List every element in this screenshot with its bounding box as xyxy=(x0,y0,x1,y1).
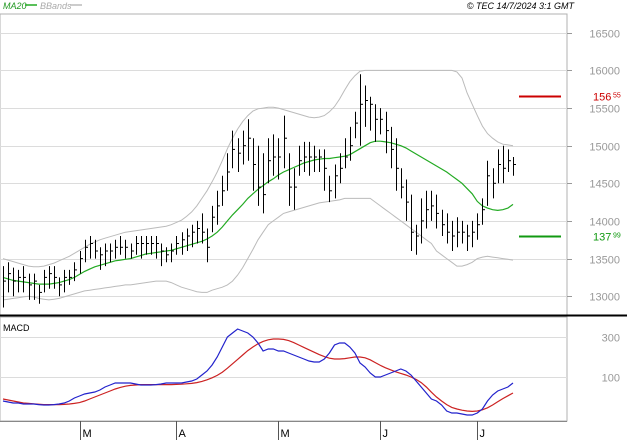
support-level-label-decimals: 99 xyxy=(613,233,621,240)
macd-gridlines xyxy=(0,337,567,378)
price-panel-frame xyxy=(0,13,568,316)
price-y-tick-label: 16500 xyxy=(589,29,620,41)
price-y-tick-label: 14500 xyxy=(589,179,620,191)
support-level-label: 137 xyxy=(593,232,611,244)
price-y-tick-label: 16000 xyxy=(589,66,620,78)
macd-panel: MACD 300 100 xyxy=(0,316,620,422)
price-y-tick-label: 13500 xyxy=(589,255,620,267)
x-axis-month-label: J xyxy=(383,428,389,440)
bbands-lower-line xyxy=(2,197,514,301)
bollinger-bands xyxy=(2,69,514,301)
macd-y-tick-label: 100 xyxy=(602,373,620,385)
price-y-tick-label: 14000 xyxy=(589,217,620,229)
price-y-tick-label: 15000 xyxy=(589,142,620,154)
macd-panel-frame xyxy=(0,316,568,422)
macd-y-tick-label: 300 xyxy=(602,333,620,345)
bbands-upper-line xyxy=(2,69,514,268)
macd-y-axis: 300 100 xyxy=(602,333,620,385)
macd-title: MACD xyxy=(3,323,30,333)
copyright-text: © TEC 14/7/2024 3:1 GMT xyxy=(467,1,576,11)
x-axis-month-label: J xyxy=(480,428,486,440)
price-y-tick-label: 13000 xyxy=(589,292,620,304)
x-axis-month-label: M xyxy=(83,428,92,440)
resistance-level-label-decimals: 55 xyxy=(613,93,621,100)
macd-lines xyxy=(2,328,514,416)
price-gridlines xyxy=(0,33,567,297)
resistance-level-label: 156 xyxy=(593,92,611,104)
macd-line xyxy=(2,328,514,416)
price-levels: 156 55 137 99 xyxy=(519,92,621,244)
legend-bbands-label: BBands xyxy=(40,1,72,11)
x-axis-month-label: M xyxy=(281,428,290,440)
x-axis-month-label: A xyxy=(179,428,187,440)
price-y-tick-label: 15500 xyxy=(589,104,620,116)
price-bars xyxy=(3,74,516,308)
price-panel: 16500 16000 15500 15000 14500 14000 13500 13000… xyxy=(0,13,621,316)
legend-ma20-label: MA20 xyxy=(3,1,27,11)
price-y-axis: 16500 16000 15500 15000 14500 14000 13500 13000 xyxy=(567,29,620,304)
